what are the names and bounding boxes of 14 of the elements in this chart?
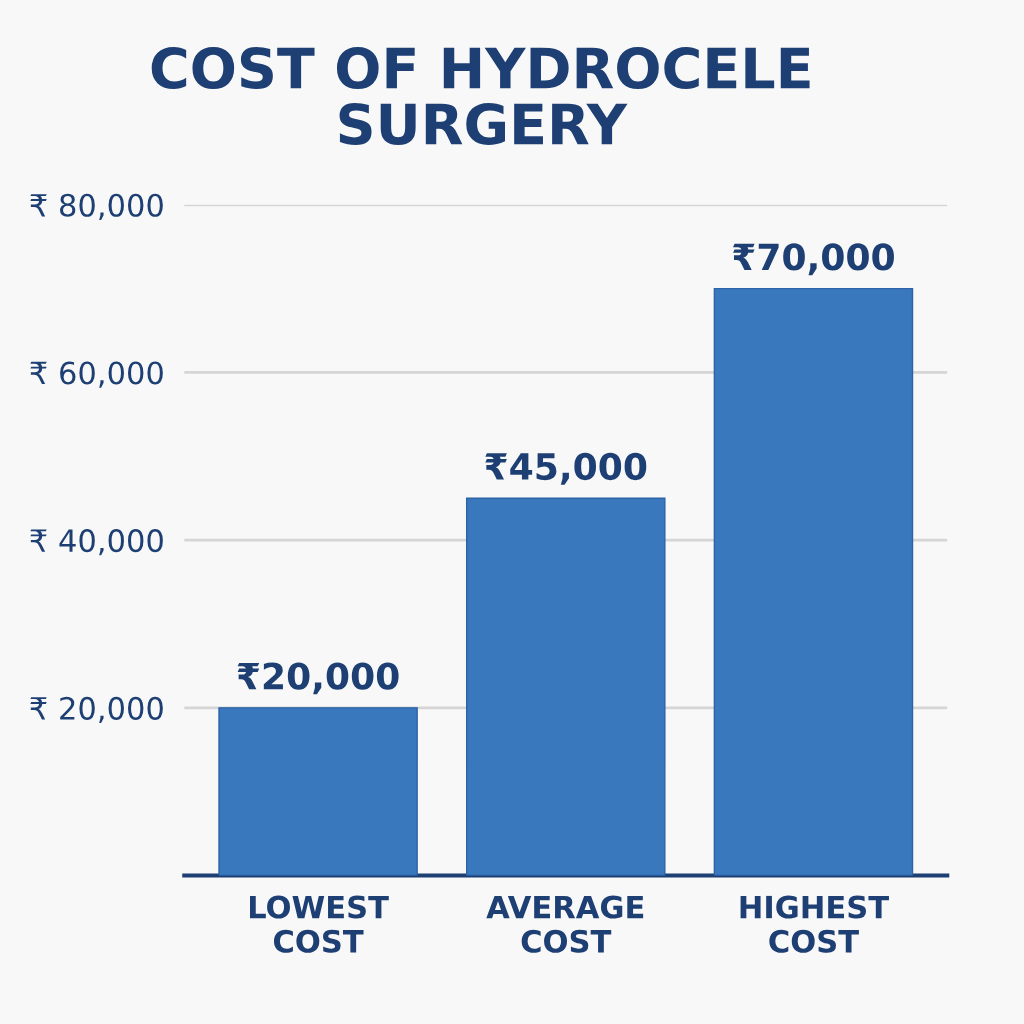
y-tick-label: ₹ 40,000 [30,529,163,556]
bar [465,497,666,876]
data-label: ₹45,000 [485,452,647,485]
y-tick-label: ₹ 60,000 [30,361,163,388]
x-tick-label: AVERAGE COST [486,895,644,953]
y-tick-label: ₹ 80,000 [30,193,163,220]
data-label: ₹20,000 [237,662,399,695]
bar [218,707,418,876]
chart-title: COST OF HYDROCELE SURGERY [151,47,810,145]
y-tick-label: ₹ 20,000 [30,696,163,723]
data-label: ₹70,000 [733,243,894,276]
bar [713,287,914,876]
x-tick-label: HIGHEST COST [740,895,889,953]
x-tick-label: LOWEST COST [250,895,389,953]
